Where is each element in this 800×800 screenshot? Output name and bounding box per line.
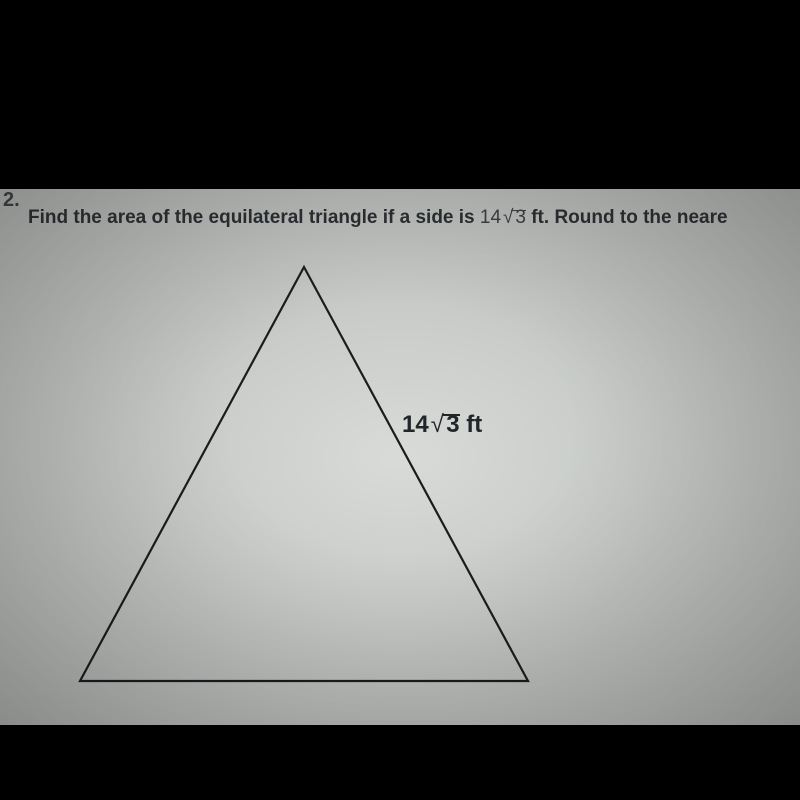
question-number: 2. (3, 189, 20, 212)
triangle-shape (80, 267, 528, 681)
question-suffix: Round to the neare (554, 207, 727, 228)
side-sqrt-bar (442, 414, 460, 416)
question-math: 14√3 (480, 207, 526, 228)
photo-frame: 2. Find the area of the equilateral tria… (0, 0, 800, 800)
worksheet-paper: 2. Find the area of the equilateral tria… (0, 189, 800, 725)
question-unit: ft. (526, 207, 555, 228)
triangle-diagram (60, 261, 580, 701)
question-prefix: Find the area of the equilateral triangl… (28, 207, 480, 228)
side-sqrt-wrap: √3 (429, 411, 460, 439)
sqrt-bar (511, 210, 526, 212)
question-coeff: 14 (480, 207, 501, 228)
side-unit: ft (460, 411, 483, 438)
question-text: Find the area of the equilateral triangl… (28, 207, 728, 229)
side-label: 14√3 ft (402, 411, 482, 439)
side-coeff: 14 (402, 411, 429, 438)
sqrt-wrap: √3 (501, 207, 526, 229)
